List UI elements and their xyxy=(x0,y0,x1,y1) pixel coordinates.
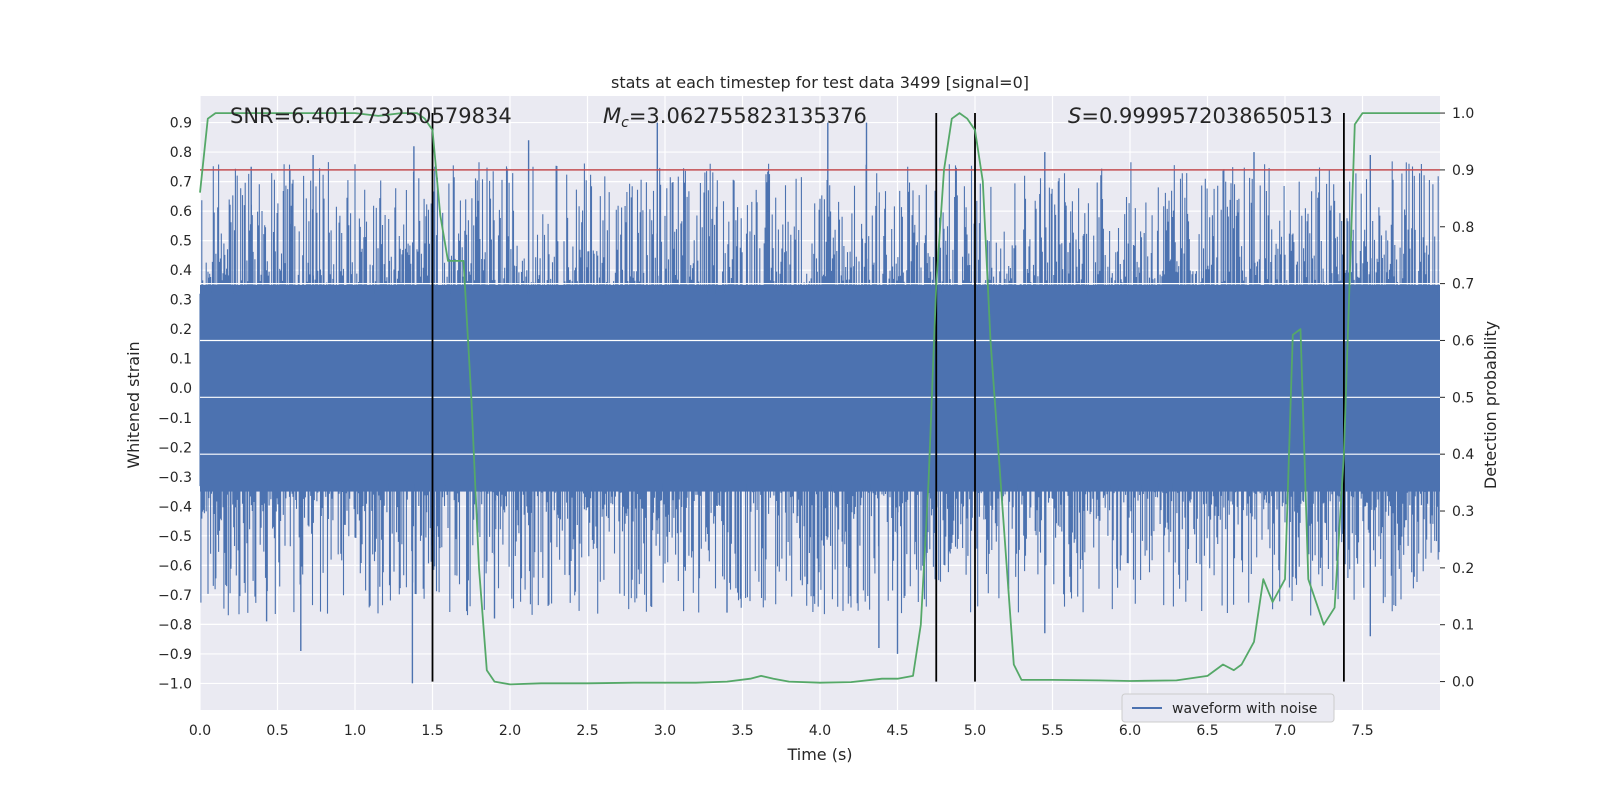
y-right-tick-label: 0.3 xyxy=(1452,504,1474,520)
mc-symbol: M xyxy=(603,104,621,128)
y-axis-label: Whitened strain xyxy=(124,341,143,468)
y-right-tick-label: 1.0 xyxy=(1452,106,1474,122)
y-right-tick-label: 0.7 xyxy=(1452,277,1474,293)
x-tick-label: 2.5 xyxy=(576,723,598,739)
y-tick-label: 0.7 xyxy=(170,175,192,191)
x-tick-label: 3.5 xyxy=(731,723,753,739)
y-right-tick-label: 0.0 xyxy=(1452,675,1474,691)
s-annotation: S=0.9999572038650513 xyxy=(1068,104,1333,128)
x-tick-label: 4.0 xyxy=(809,723,831,739)
y-tick-label: 0.4 xyxy=(170,263,192,279)
mc-subscript: c xyxy=(621,115,629,131)
y-right-tick-label: 0.1 xyxy=(1452,618,1474,634)
y-tick-label: 0.9 xyxy=(170,116,192,132)
mc-value: =3.062755823135376 xyxy=(629,104,867,128)
x-tick-label: 7.0 xyxy=(1274,723,1296,739)
y-tick-label: 0.8 xyxy=(170,145,192,161)
x-tick-label: 6.0 xyxy=(1119,723,1141,739)
y-axis-right-label: Detection probability xyxy=(1481,321,1500,489)
y-tick-label: 0.6 xyxy=(170,204,192,220)
legend-box xyxy=(1121,693,1335,723)
y-tick-label: −0.1 xyxy=(158,411,192,427)
y-tick-label: −0.7 xyxy=(158,588,192,604)
y-tick-label: −0.6 xyxy=(158,558,192,574)
x-tick-label: 7.5 xyxy=(1351,723,1373,739)
snr-annotation: SNR=6.401273250579834 xyxy=(230,104,512,128)
s-value: =0.9999572038650513 xyxy=(1081,104,1332,128)
y-tick-label: −0.9 xyxy=(158,647,192,663)
y-tick-label: −0.2 xyxy=(158,440,192,456)
y-tick-label: −0.3 xyxy=(158,470,192,486)
legend-label: waveform with noise xyxy=(1172,701,1317,717)
x-tick-label: 1.0 xyxy=(344,723,366,739)
y-tick-label: 0.1 xyxy=(170,352,192,368)
overlays xyxy=(200,113,1440,682)
s-symbol: S xyxy=(1068,104,1081,128)
x-tick-label: 6.5 xyxy=(1196,723,1218,739)
y-right-tick-label: 0.2 xyxy=(1452,561,1474,577)
x-tick-label: 2.0 xyxy=(499,723,521,739)
x-tick-label: 1.5 xyxy=(421,723,443,739)
x-axis-label: Time (s) xyxy=(786,745,852,764)
x-tick-label: 5.5 xyxy=(1041,723,1063,739)
y-right-tick-label: 0.6 xyxy=(1452,333,1474,349)
y-tick-label: −0.4 xyxy=(158,499,192,515)
x-tick-label: 0.0 xyxy=(189,723,211,739)
y-tick-label: 0.5 xyxy=(170,234,192,250)
y-right-tick-label: 0.5 xyxy=(1452,390,1474,406)
mc-annotation: Mc=3.062755823135376 xyxy=(603,104,867,131)
y-tick-label: 0.0 xyxy=(170,381,192,397)
y-tick-label: 0.2 xyxy=(170,322,192,338)
waveform-peaks xyxy=(250,122,1371,684)
y-right-tick-label: 0.4 xyxy=(1452,447,1474,463)
y-right-tick-label: 0.8 xyxy=(1452,220,1474,236)
x-tick-label: 4.5 xyxy=(886,723,908,739)
y-tick-label: −1.0 xyxy=(158,676,192,692)
ticks: 0.0 0.5 1.0 1.5 2.0 2.5 3.0 3.5 4.0 4.5 5.0 5.5 6.0 6… xyxy=(158,106,1474,739)
probability-series xyxy=(199,112,1440,686)
y-tick-label: −0.8 xyxy=(158,617,192,633)
x-tick-label: 3.0 xyxy=(654,723,676,739)
x-tick-label: 5.0 xyxy=(964,723,986,739)
x-tick-label: 0.5 xyxy=(266,723,288,739)
waveform-series xyxy=(199,122,1440,684)
chart-title: stats at each timestep for test data 349… xyxy=(611,73,1029,92)
y-tick-label: 0.3 xyxy=(170,293,192,309)
legend: waveform with noise xyxy=(1121,693,1335,723)
y-tick-label: −0.5 xyxy=(158,529,192,545)
y-right-tick-label: 0.9 xyxy=(1452,163,1474,179)
probability-line xyxy=(199,112,1440,686)
